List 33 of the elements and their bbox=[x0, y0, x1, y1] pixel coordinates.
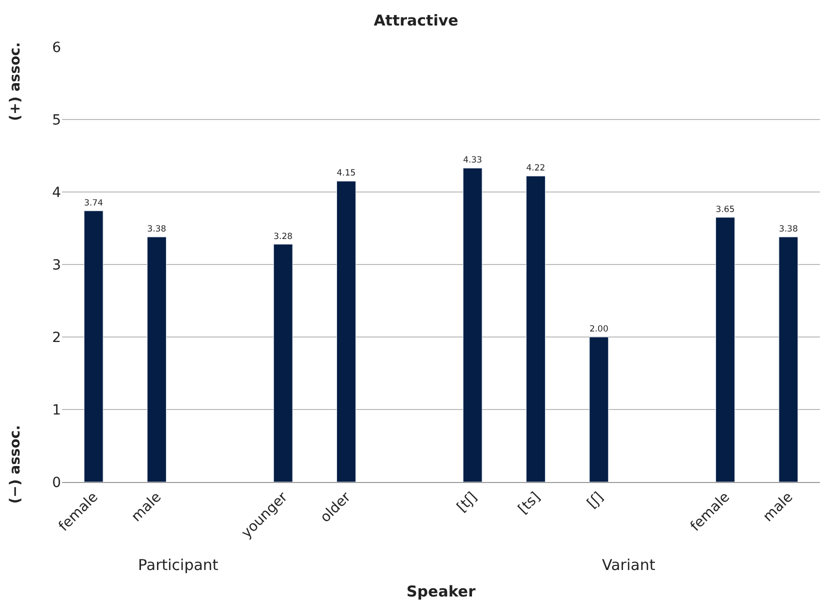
y-tick-label: 1 bbox=[52, 402, 61, 418]
bar bbox=[84, 210, 104, 482]
text: Participant bbox=[138, 556, 218, 574]
chart-title: Attractive bbox=[374, 12, 458, 30]
x-tick-label: [ʃ] bbox=[584, 489, 607, 512]
data-label: 3.38 bbox=[147, 224, 166, 235]
data-label: 2.00 bbox=[589, 324, 608, 335]
text: Variant bbox=[602, 556, 656, 574]
bar bbox=[336, 180, 356, 482]
y-tick-label: 4 bbox=[52, 184, 62, 201]
data-label: 3.38 bbox=[778, 224, 798, 235]
y-tick-label: 3 bbox=[52, 257, 61, 274]
data-label: 3.65 bbox=[716, 204, 735, 215]
y-tick-label: 2 bbox=[52, 330, 61, 346]
x-axis-title: Speaker bbox=[406, 582, 476, 600]
bar bbox=[273, 244, 293, 482]
bar bbox=[462, 168, 482, 482]
y-tick-label: 6 bbox=[52, 40, 62, 56]
data-label: 4.33 bbox=[463, 156, 482, 166]
data-label: 3.74 bbox=[84, 197, 103, 208]
text: (+) assoc. bbox=[7, 42, 24, 121]
bar bbox=[778, 236, 798, 482]
y-tick-label: 0 bbox=[52, 474, 61, 491]
x-tick-label: [tʃ] bbox=[454, 489, 480, 516]
data-label: 4.22 bbox=[526, 164, 546, 174]
y-tick-label: 5 bbox=[52, 112, 61, 128]
text: (−) assoc. bbox=[8, 425, 24, 504]
data-label: 4.15 bbox=[336, 168, 356, 179]
data-label: 3.28 bbox=[274, 232, 293, 242]
bar bbox=[716, 217, 735, 482]
bar bbox=[147, 236, 166, 482]
bar bbox=[589, 336, 609, 482]
bar bbox=[526, 176, 546, 482]
